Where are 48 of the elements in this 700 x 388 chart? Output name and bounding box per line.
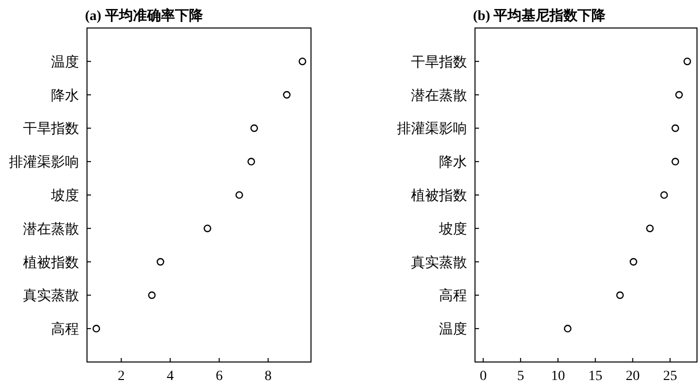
point [683, 58, 692, 66]
point [616, 291, 624, 299]
y-tick-label: 干旱指数 [23, 121, 79, 138]
y-tick-label: 坡度 [438, 221, 467, 238]
point [298, 58, 306, 66]
y-tick-label: 温度 [51, 54, 79, 70]
y-tick-label: 干旱指数 [411, 54, 467, 70]
chart-title: (a) 平均准确率下降 [85, 7, 204, 24]
point [672, 158, 680, 166]
point [672, 124, 680, 132]
x-tick-label: 0 [480, 369, 487, 384]
x-tick-label: 6 [216, 369, 223, 384]
point [675, 91, 683, 99]
point [156, 258, 164, 266]
x-tick-label: 5 [517, 369, 524, 384]
point [204, 224, 212, 232]
x-tick-label: 25 [663, 369, 678, 384]
point [630, 258, 638, 266]
y-tick-label: 植被指数 [23, 254, 79, 271]
y-tick-label: 温度 [439, 322, 467, 338]
x-tick-label: 2 [118, 369, 125, 384]
x-tick-label: 4 [166, 369, 174, 384]
point [247, 158, 256, 166]
y-tick-label: 潜在蒸散 [23, 221, 79, 238]
point [660, 191, 668, 199]
point [235, 191, 244, 199]
x-tick-label: 20 [626, 369, 640, 384]
y-tick-label: 高程 [439, 288, 467, 304]
y-tick-label: 坡度 [50, 188, 79, 204]
point [564, 324, 572, 332]
y-tick-label: 高程 [51, 322, 79, 338]
y-tick-label: 真实蒸散 [23, 288, 79, 304]
y-tick-label: 排灌渠影响 [397, 121, 467, 138]
point [92, 324, 100, 332]
x-tick-label: 15 [588, 369, 602, 384]
y-tick-label: 降水 [439, 154, 467, 171]
x-tick-label: 10 [550, 369, 565, 384]
point [646, 224, 654, 232]
y-tick-label: 潜在蒸散 [411, 88, 467, 104]
point [250, 124, 258, 132]
x-tick-label: 8 [264, 369, 272, 384]
chart-title: (b) 平均基尼指数下降 [473, 8, 607, 24]
y-tick-label: 排灌渠影响 [9, 154, 79, 171]
y-tick-label: 真实蒸散 [411, 254, 467, 271]
y-tick-label: 降水 [51, 88, 79, 104]
point [148, 291, 156, 299]
y-tick-label: 植被指数 [411, 188, 467, 204]
point [282, 91, 291, 99]
